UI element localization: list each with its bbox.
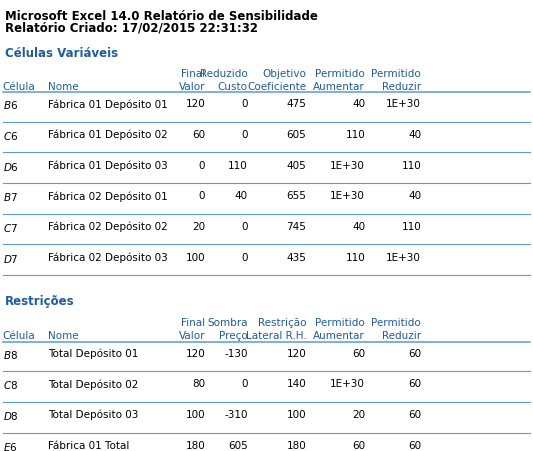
Text: 110: 110	[345, 130, 365, 140]
Text: 40: 40	[408, 191, 421, 201]
Text: Permitido: Permitido	[316, 318, 365, 328]
Text: Fábrica 01 Depósito 01: Fábrica 01 Depósito 01	[48, 99, 168, 110]
Text: Fábrica 01 Depósito 02: Fábrica 01 Depósito 02	[48, 130, 168, 140]
Text: 435: 435	[287, 253, 306, 262]
Text: $B$7: $B$7	[3, 191, 18, 203]
Text: Valor: Valor	[179, 331, 205, 341]
Text: Relatório Criado: 17/02/2015 22:31:32: Relatório Criado: 17/02/2015 22:31:32	[5, 22, 259, 35]
Text: 20: 20	[352, 410, 365, 420]
Text: Custo: Custo	[218, 82, 248, 92]
Text: Permitido: Permitido	[372, 318, 421, 328]
Text: 110: 110	[401, 222, 421, 232]
Text: $C$6: $C$6	[3, 130, 18, 142]
Text: Sombra: Sombra	[207, 318, 248, 328]
Text: 120: 120	[185, 99, 205, 109]
Text: Reduzido: Reduzido	[200, 69, 248, 78]
Text: 40: 40	[352, 222, 365, 232]
Text: 100: 100	[287, 410, 306, 420]
Text: 110: 110	[228, 161, 248, 170]
Text: Restrição: Restrição	[258, 318, 306, 328]
Text: $B$8: $B$8	[3, 349, 18, 361]
Text: 180: 180	[287, 441, 306, 451]
Text: Célula: Célula	[3, 82, 35, 92]
Text: 405: 405	[287, 161, 306, 170]
Text: 1E+30: 1E+30	[386, 99, 421, 109]
Text: Final: Final	[181, 69, 205, 78]
Text: 0: 0	[199, 191, 205, 201]
Text: Fábrica 02 Depósito 01: Fábrica 02 Depósito 01	[48, 191, 168, 202]
Text: -130: -130	[224, 349, 248, 359]
Text: 0: 0	[241, 99, 248, 109]
Text: 110: 110	[345, 253, 365, 262]
Text: Permitido: Permitido	[372, 69, 421, 78]
Text: Reduzir: Reduzir	[382, 82, 421, 92]
Text: 120: 120	[185, 349, 205, 359]
Text: Aumentar: Aumentar	[313, 82, 365, 92]
Text: 100: 100	[185, 410, 205, 420]
Text: Fábrica 02 Depósito 02: Fábrica 02 Depósito 02	[48, 222, 168, 232]
Text: 40: 40	[352, 99, 365, 109]
Text: 1E+30: 1E+30	[386, 253, 421, 262]
Text: Fábrica 01 Depósito 03: Fábrica 01 Depósito 03	[48, 161, 168, 171]
Text: $C$7: $C$7	[3, 222, 18, 234]
Text: Objetivo: Objetivo	[263, 69, 306, 78]
Text: 60: 60	[408, 349, 421, 359]
Text: 60: 60	[408, 410, 421, 420]
Text: 120: 120	[287, 349, 306, 359]
Text: $D$6: $D$6	[3, 161, 19, 173]
Text: 605: 605	[287, 130, 306, 140]
Text: Reduzir: Reduzir	[382, 331, 421, 341]
Text: Microsoft Excel 14.0 Relatório de Sensibilidade: Microsoft Excel 14.0 Relatório de Sensib…	[5, 10, 318, 23]
Text: Restrições: Restrições	[5, 295, 75, 308]
Text: Coeficiente: Coeficiente	[247, 82, 306, 92]
Text: 60: 60	[352, 349, 365, 359]
Text: 475: 475	[287, 99, 306, 109]
Text: Célula: Célula	[3, 331, 35, 341]
Text: $D$8: $D$8	[3, 410, 19, 422]
Text: 655: 655	[287, 191, 306, 201]
Text: Total Depósito 03: Total Depósito 03	[48, 410, 139, 420]
Text: 0: 0	[241, 379, 248, 389]
Text: 20: 20	[192, 222, 205, 232]
Text: Preço: Preço	[219, 331, 248, 341]
Text: Fábrica 01 Total: Fábrica 01 Total	[48, 441, 130, 451]
Text: Valor: Valor	[179, 82, 205, 92]
Text: 60: 60	[408, 441, 421, 451]
Text: 60: 60	[352, 441, 365, 451]
Text: 1E+30: 1E+30	[330, 379, 365, 389]
Text: 180: 180	[185, 441, 205, 451]
Text: 60: 60	[192, 130, 205, 140]
Text: Permitido: Permitido	[316, 69, 365, 78]
Text: 0: 0	[241, 130, 248, 140]
Text: $E$6: $E$6	[3, 441, 17, 451]
Text: $D$7: $D$7	[3, 253, 19, 265]
Text: Nome: Nome	[48, 82, 78, 92]
Text: 60: 60	[408, 379, 421, 389]
Text: Aumentar: Aumentar	[313, 331, 365, 341]
Text: Células Variáveis: Células Variáveis	[5, 47, 118, 60]
Text: 745: 745	[287, 222, 306, 232]
Text: $C$8: $C$8	[3, 379, 18, 391]
Text: Fábrica 02 Depósito 03: Fábrica 02 Depósito 03	[48, 253, 168, 263]
Text: 40: 40	[408, 130, 421, 140]
Text: 1E+30: 1E+30	[330, 191, 365, 201]
Text: Lateral R.H.: Lateral R.H.	[246, 331, 306, 341]
Text: $B$6: $B$6	[3, 99, 18, 111]
Text: 40: 40	[235, 191, 248, 201]
Text: 0: 0	[199, 161, 205, 170]
Text: Final: Final	[181, 318, 205, 328]
Text: 1E+30: 1E+30	[330, 161, 365, 170]
Text: Total Depósito 02: Total Depósito 02	[48, 379, 139, 390]
Text: Total Depósito 01: Total Depósito 01	[48, 349, 139, 359]
Text: 140: 140	[287, 379, 306, 389]
Text: 110: 110	[401, 161, 421, 170]
Text: 100: 100	[185, 253, 205, 262]
Text: 80: 80	[192, 379, 205, 389]
Text: -310: -310	[224, 410, 248, 420]
Text: Nome: Nome	[48, 331, 78, 341]
Text: 605: 605	[228, 441, 248, 451]
Text: 0: 0	[241, 222, 248, 232]
Text: 0: 0	[241, 253, 248, 262]
